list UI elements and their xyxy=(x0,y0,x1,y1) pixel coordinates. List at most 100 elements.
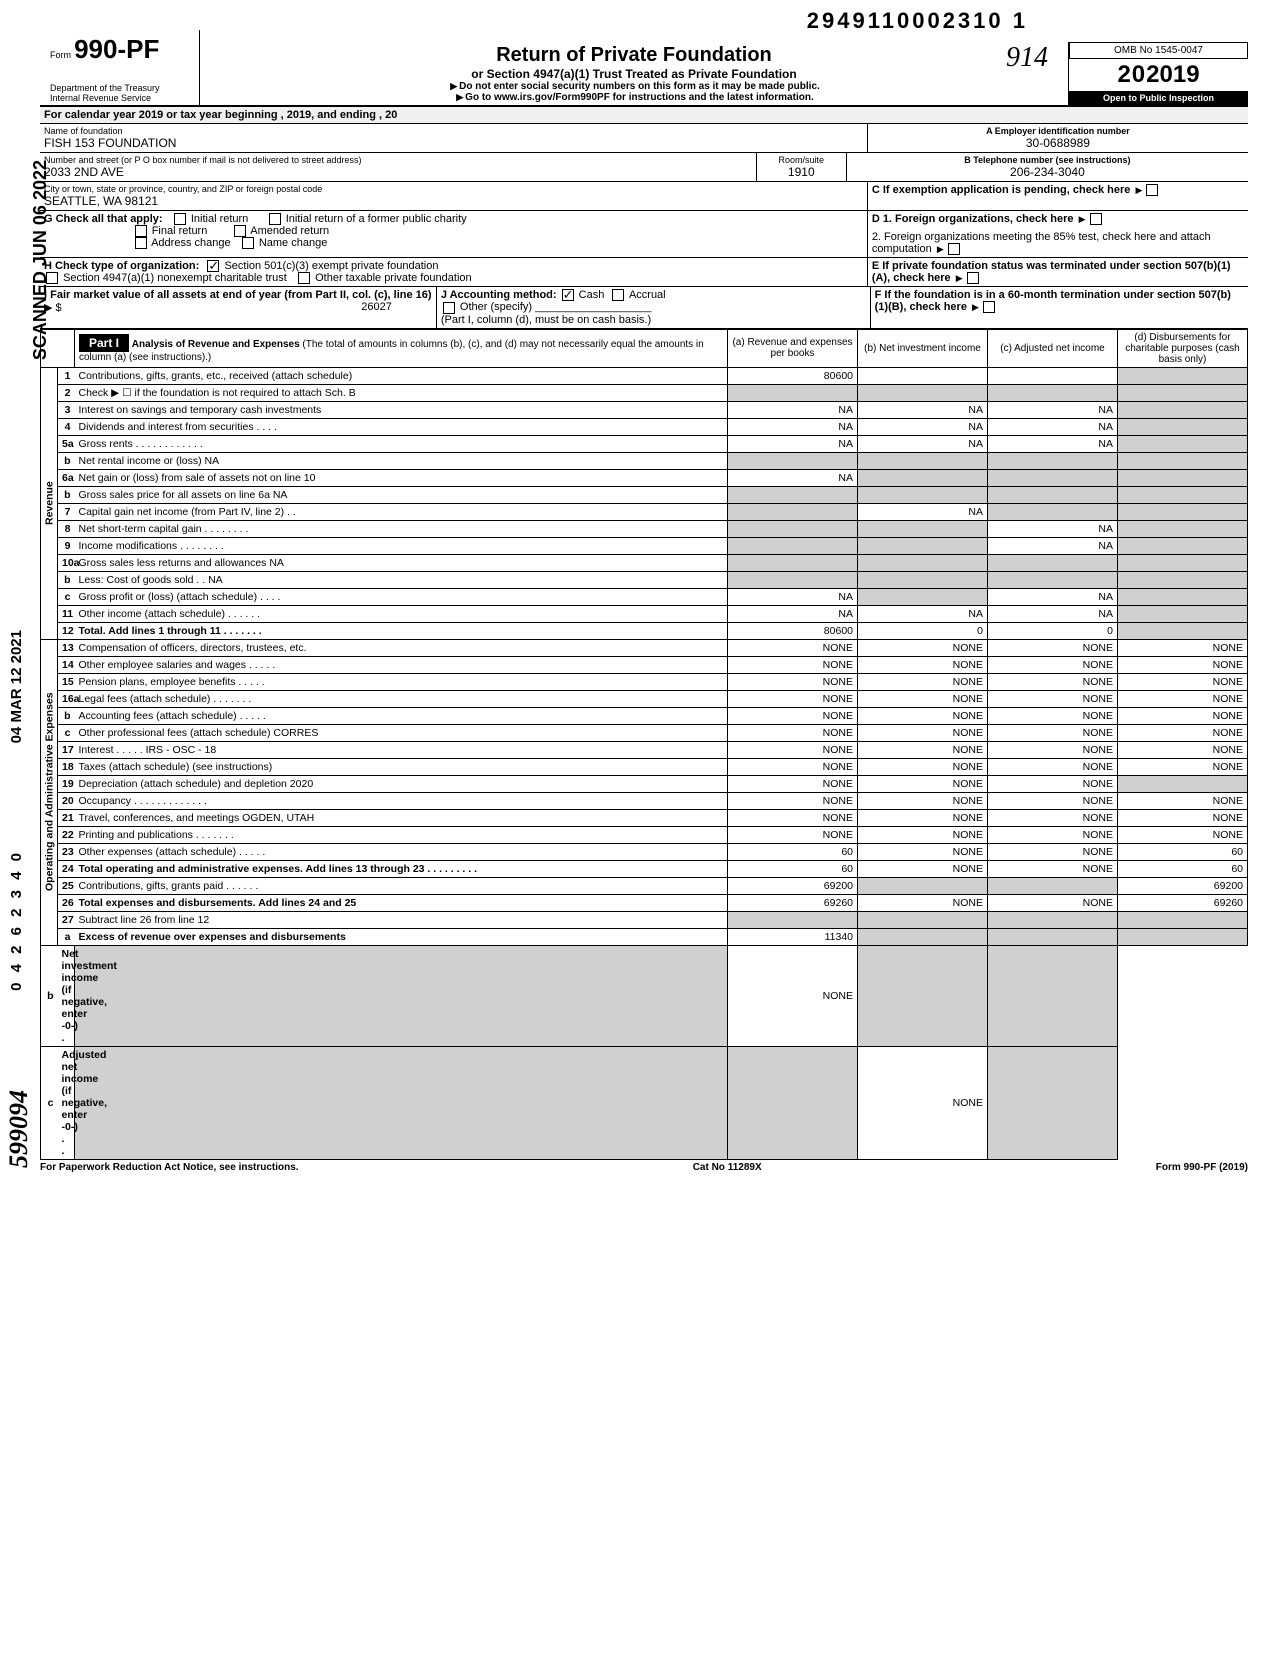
f-label: F If the foundation is in a 60-month ter… xyxy=(875,289,1231,313)
h-other-checkbox[interactable] xyxy=(298,272,310,284)
c-checkbox[interactable] xyxy=(1146,184,1158,196)
line-number: 24 xyxy=(58,860,75,877)
cell-col-c xyxy=(988,367,1118,384)
line-number: 19 xyxy=(58,775,75,792)
cell-col-b xyxy=(858,911,988,928)
cell-col-a: NA xyxy=(728,401,858,418)
cell-col-c: NONE xyxy=(988,775,1118,792)
cell-col-b xyxy=(858,877,988,894)
cell-col-a: NONE xyxy=(728,758,858,775)
j-note: (Part I, column (d), must be on cash bas… xyxy=(441,314,651,326)
cell-col-a: NONE xyxy=(728,724,858,741)
col-c-header: (c) Adjusted net income xyxy=(988,329,1118,367)
cell-col-a xyxy=(728,911,858,928)
line-description: Compensation of officers, directors, tru… xyxy=(75,639,728,656)
cell-col-b: NONE xyxy=(858,860,988,877)
g-amended-checkbox[interactable] xyxy=(234,225,246,237)
line-description: Contributions, gifts, grants paid . . . … xyxy=(75,877,728,894)
table-row: 10aGross sales less returns and allowanc… xyxy=(41,554,1248,571)
h-e-row: H Check type of organization: Section 50… xyxy=(40,258,1248,287)
line-number: 11 xyxy=(58,605,75,622)
expenses-vertical-label: Operating and Administrative Expenses xyxy=(41,639,58,945)
table-row: cOther professional fees (attach schedul… xyxy=(41,724,1248,741)
cell-col-a: NA xyxy=(728,605,858,622)
cell-col-b: NONE xyxy=(858,775,988,792)
cell-col-d xyxy=(1118,384,1248,401)
cell-col-b xyxy=(858,452,988,469)
line-description: Total operating and administrative expen… xyxy=(75,860,728,877)
line-description: Net investment income (if negative, ente… xyxy=(58,945,75,1046)
cell-col-b: 0 xyxy=(858,622,988,639)
cell-col-a xyxy=(728,486,858,503)
cell-col-a: 69200 xyxy=(728,877,858,894)
cell-col-c: NA xyxy=(988,520,1118,537)
cell-col-c: NONE xyxy=(988,639,1118,656)
h-501-checkbox[interactable] xyxy=(207,260,219,272)
g-initial: Initial return xyxy=(191,213,248,225)
cell-col-b: NONE xyxy=(858,792,988,809)
cell-col-a: NONE xyxy=(728,673,858,690)
line-description: Dividends and interest from securities .… xyxy=(75,418,728,435)
part1-heading: Analysis of Revenue and Expenses xyxy=(132,339,300,350)
form-number: 990-PF xyxy=(74,34,159,64)
name-ein-row: Name of foundation FISH 153 FOUNDATION A… xyxy=(40,124,1248,153)
line-number: 2 xyxy=(58,384,75,401)
form-990pf: 2949110002310 1 914 SCANNED JUN 06 2022 … xyxy=(40,30,1248,1173)
j-cash-checkbox[interactable] xyxy=(562,289,574,301)
line-description: Pension plans, employee benefits . . . .… xyxy=(75,673,728,690)
cell-col-c: NA xyxy=(988,418,1118,435)
cell-col-b: NA xyxy=(858,605,988,622)
d2-checkbox[interactable] xyxy=(948,243,960,255)
cell-col-b xyxy=(858,384,988,401)
h-4947: Section 4947(a)(1) nonexempt charitable … xyxy=(63,272,287,284)
line-description: Printing and publications . . . . . . . xyxy=(75,826,728,843)
h-4947-checkbox[interactable] xyxy=(46,272,58,284)
line-description: Capital gain net income (from Part IV, l… xyxy=(75,503,728,520)
line-description: Other income (attach schedule) . . . . .… xyxy=(75,605,728,622)
omb-cell: OMB No 1545-0047 202019 Open to Public I… xyxy=(1068,42,1248,105)
cell-col-d: NONE xyxy=(1118,826,1248,843)
line-number: b xyxy=(41,945,58,1046)
cell-col-a: NA xyxy=(728,469,858,486)
cell-col-a xyxy=(728,452,858,469)
table-row: 9Income modifications . . . . . . . .NA xyxy=(41,537,1248,554)
cell-col-c: NONE xyxy=(988,758,1118,775)
table-row: 7Capital gain net income (from Part IV, … xyxy=(41,503,1248,520)
line-description: Interest on savings and temporary cash i… xyxy=(75,401,728,418)
g-addrchange-checkbox[interactable] xyxy=(135,237,147,249)
table-row: 3Interest on savings and temporary cash … xyxy=(41,401,1248,418)
line-number: b xyxy=(58,571,75,588)
cell-col-c: NA xyxy=(988,605,1118,622)
g-former-checkbox[interactable] xyxy=(269,213,281,225)
cell-col-b: NA xyxy=(858,503,988,520)
table-row: 16aLegal fees (attach schedule) . . . . … xyxy=(41,690,1248,707)
line-number: 4 xyxy=(58,418,75,435)
calendar-year-line: For calendar year 2019 or tax year begin… xyxy=(40,107,1248,124)
cell-col-c: NONE xyxy=(988,724,1118,741)
line-number: c xyxy=(41,1046,58,1159)
g-initial-checkbox[interactable] xyxy=(174,213,186,225)
cell-col-a: NA xyxy=(728,418,858,435)
e-label: E If private foundation status was termi… xyxy=(872,260,1231,284)
cell-col-c: NONE xyxy=(988,792,1118,809)
dept-irs: Internal Revenue Service xyxy=(50,93,189,103)
cell-col-a: 80600 xyxy=(728,367,858,384)
cell-col-d: NONE xyxy=(1118,639,1248,656)
e-checkbox[interactable] xyxy=(967,272,979,284)
cell-col-b: NA xyxy=(858,435,988,452)
j-other: Other (specify) xyxy=(460,301,532,313)
line-number: 21 xyxy=(58,809,75,826)
j-other-checkbox[interactable] xyxy=(443,302,455,314)
j-accrual-checkbox[interactable] xyxy=(612,289,624,301)
line-number: a xyxy=(58,928,75,945)
line-number: 1 xyxy=(58,367,75,384)
g-namechange-checkbox[interactable] xyxy=(242,237,254,249)
d1-checkbox[interactable] xyxy=(1090,213,1102,225)
cell-col-a xyxy=(728,384,858,401)
line-number: 16a xyxy=(58,690,75,707)
line-description: Other employee salaries and wages . . . … xyxy=(75,656,728,673)
form-prefix: Form xyxy=(50,50,71,60)
f-checkbox[interactable] xyxy=(983,301,995,313)
ein-label: A Employer identification number xyxy=(872,126,1244,136)
g-final-checkbox[interactable] xyxy=(135,225,147,237)
